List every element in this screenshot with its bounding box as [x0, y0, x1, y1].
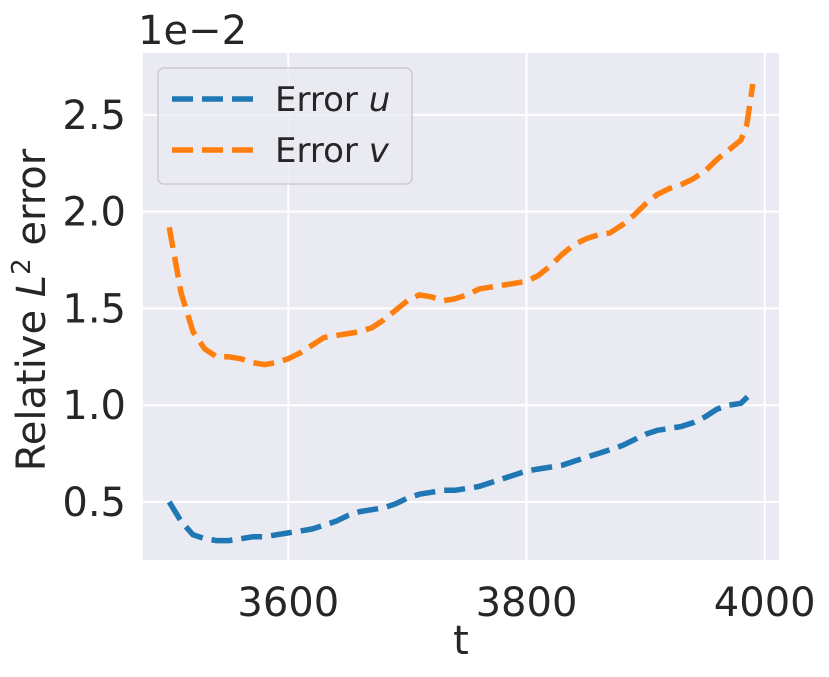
- legend-label-error-v-prefix: Error: [275, 131, 369, 171]
- legend-label-error-u-prefix: Error: [275, 80, 369, 120]
- y-tick-label: 1.5: [62, 286, 126, 332]
- legend: Error u Error v: [157, 67, 413, 185]
- y-axis-label-suffix: error: [9, 148, 55, 258]
- series-line-v: [166, 83, 756, 368]
- legend-label-error-v: Error v: [275, 131, 390, 171]
- y-tick-labels: 0.5 1.0 1.5 2.0 2.5: [62, 93, 126, 526]
- y-tick-label: 1.0: [62, 383, 126, 429]
- y-tick-label: 0.5: [62, 480, 126, 526]
- legend-label-error-v-symbol: v: [369, 131, 390, 171]
- x-tick-label: 4000: [714, 580, 816, 626]
- y-offset-label: 1e−2: [138, 8, 247, 54]
- y-tick-label: 2.5: [62, 93, 126, 139]
- y-axis-label-prefix: Relative: [9, 297, 55, 471]
- y-axis-label-superscript: 2: [7, 258, 37, 275]
- legend-label-error-u-symbol: u: [369, 80, 391, 120]
- legend-label-error-u: Error u: [275, 80, 390, 120]
- x-tick-label: 3600: [237, 580, 339, 626]
- x-axis-label: t: [453, 618, 469, 664]
- series-line-u: [166, 389, 755, 544]
- y-axis-label: Relative L2 error: [7, 148, 55, 471]
- x-tick-labels: 3600 3800 4000: [237, 580, 815, 626]
- y-tick-label: 2.0: [62, 190, 126, 236]
- y-axis-label-symbol: L: [9, 275, 55, 297]
- x-tick-label: 3800: [476, 580, 578, 626]
- series-lines: [166, 83, 756, 544]
